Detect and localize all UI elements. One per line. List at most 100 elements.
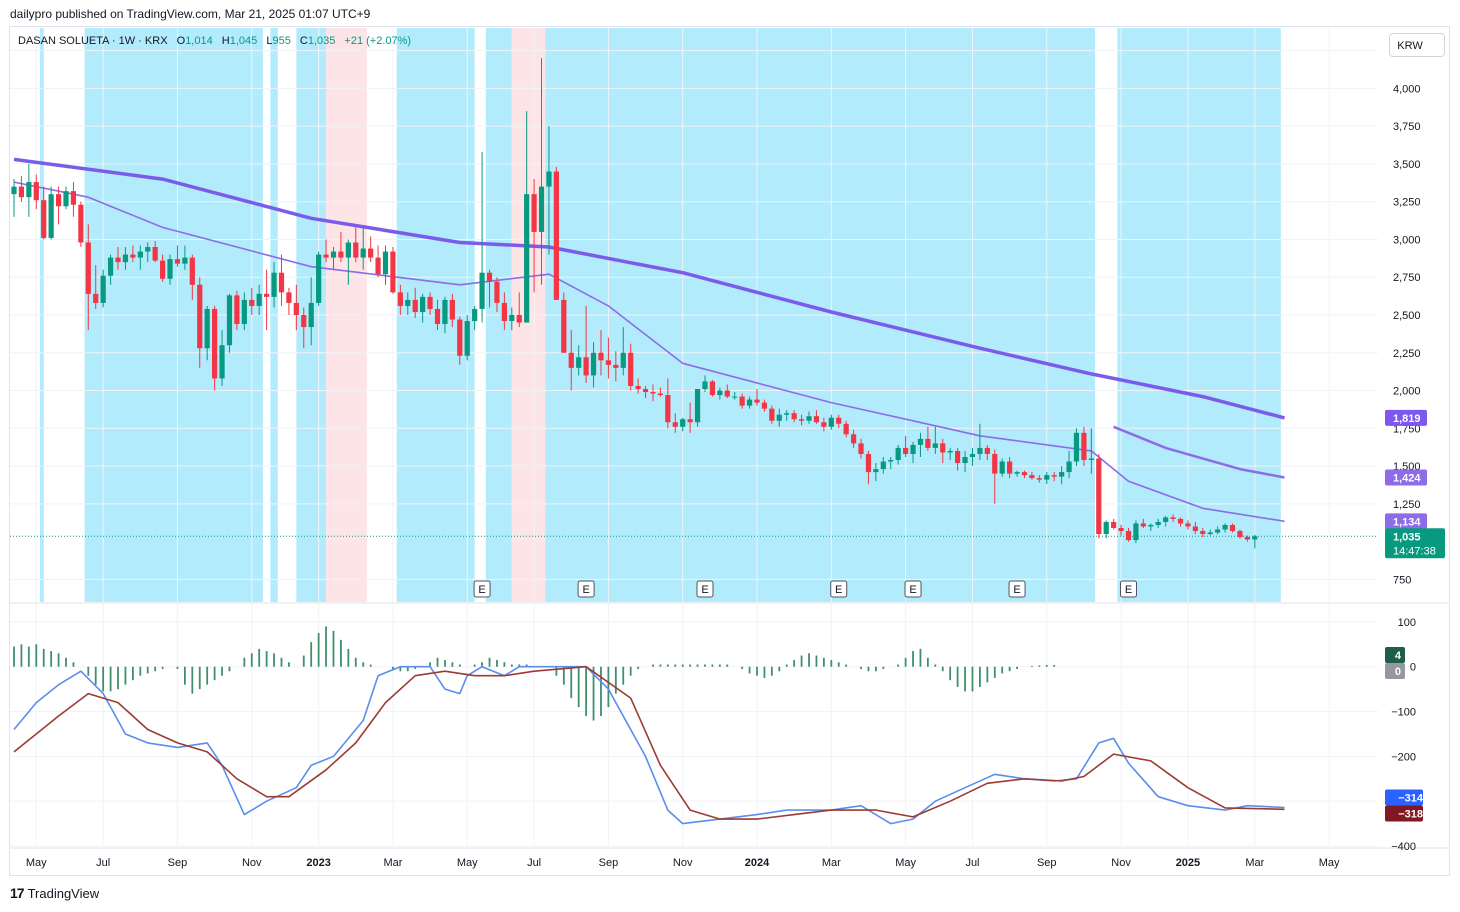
candle-body[interactable]	[442, 299, 448, 325]
candle-body[interactable]	[427, 296, 433, 309]
candle-body[interactable]	[1111, 521, 1117, 528]
candle-body[interactable]	[249, 299, 255, 306]
candle-body[interactable]	[821, 422, 827, 427]
candle-body[interactable]	[152, 247, 158, 261]
candle-body[interactable]	[457, 319, 463, 356]
candle-body[interactable]	[1177, 518, 1184, 524]
candle-body[interactable]	[605, 360, 611, 365]
candle-body[interactable]	[1044, 475, 1050, 480]
earnings-marker[interactable]	[904, 580, 922, 598]
candle-body[interactable]	[1036, 478, 1042, 480]
candle-body[interactable]	[197, 284, 203, 349]
candle-body[interactable]	[48, 194, 54, 238]
candle-body[interactable]	[576, 357, 582, 368]
candle-body[interactable]	[888, 460, 894, 462]
candle-body[interactable]	[754, 399, 760, 403]
candle-body[interactable]	[1140, 523, 1146, 527]
candle-body[interactable]	[538, 186, 545, 232]
candle-body[interactable]	[590, 352, 597, 376]
candle-body[interactable]	[984, 447, 990, 454]
candle-body[interactable]	[1081, 432, 1087, 461]
candle-body[interactable]	[308, 302, 314, 328]
candle-body[interactable]	[1148, 524, 1154, 527]
candle-body[interactable]	[464, 321, 470, 356]
candle-body[interactable]	[1051, 475, 1057, 477]
candle-body[interactable]	[739, 396, 745, 406]
candle-body[interactable]	[553, 171, 559, 300]
candle-body[interactable]	[798, 419, 805, 421]
candle-body[interactable]	[546, 171, 552, 187]
candle-body[interactable]	[501, 302, 507, 322]
candle-body[interactable]	[524, 194, 530, 323]
candle-body[interactable]	[1007, 461, 1013, 474]
candle-body[interactable]	[717, 390, 723, 396]
currency-button[interactable]: KRW	[1389, 33, 1445, 57]
candle-body[interactable]	[932, 443, 938, 448]
candle-body[interactable]	[145, 247, 151, 252]
candle-body[interactable]	[947, 450, 953, 453]
candle-body[interactable]	[509, 315, 515, 322]
candle-body[interactable]	[1096, 458, 1102, 535]
candle-body[interactable]	[219, 345, 225, 379]
candle-body[interactable]	[880, 461, 886, 470]
candle-body[interactable]	[286, 292, 292, 303]
candle-body[interactable]	[405, 299, 411, 306]
candle-body[interactable]	[78, 204, 84, 243]
candle-body[interactable]	[479, 272, 485, 309]
candle-body[interactable]	[628, 352, 634, 386]
candle-body[interactable]	[806, 416, 812, 421]
candle-body[interactable]	[1059, 472, 1065, 477]
candle-body[interactable]	[620, 352, 626, 368]
candle-body[interactable]	[680, 419, 686, 427]
candle-body[interactable]	[278, 272, 285, 293]
candle-body[interactable]	[33, 182, 39, 201]
candle-body[interactable]	[434, 308, 441, 325]
candle-body[interactable]	[732, 396, 738, 398]
candle-body[interactable]	[486, 272, 493, 282]
candle-body[interactable]	[189, 257, 195, 285]
candle-body[interactable]	[955, 450, 961, 464]
candle-body[interactable]	[130, 254, 136, 258]
candle-body[interactable]	[1229, 524, 1236, 532]
candle-body[interactable]	[709, 381, 716, 396]
candle-body[interactable]	[873, 469, 879, 473]
candle-body[interactable]	[241, 299, 247, 325]
candle-body[interactable]	[657, 393, 664, 396]
candle-body[interactable]	[702, 381, 708, 390]
candle-body[interactable]	[910, 444, 916, 454]
candle-body[interactable]	[397, 292, 403, 306]
candle-body[interactable]	[323, 254, 329, 258]
candle-body[interactable]	[903, 447, 909, 454]
candle-body[interactable]	[18, 186, 25, 198]
candle-body[interactable]	[694, 389, 701, 423]
candle-body[interactable]	[1244, 537, 1250, 540]
candle-body[interactable]	[1133, 523, 1139, 541]
candle-body[interactable]	[301, 315, 307, 328]
candle-body[interactable]	[1029, 475, 1035, 479]
candle-body[interactable]	[382, 251, 389, 275]
candle-body[interactable]	[561, 299, 567, 353]
candle-body[interactable]	[353, 242, 359, 258]
candle-body[interactable]	[368, 248, 374, 258]
candle-body[interactable]	[316, 254, 322, 303]
candle-body[interactable]	[360, 248, 366, 258]
candle-body[interactable]	[234, 295, 240, 325]
candle-body[interactable]	[791, 413, 797, 420]
earnings-marker[interactable]	[1120, 580, 1137, 598]
candle-body[interactable]	[1155, 521, 1161, 525]
candle-body[interactable]	[420, 296, 426, 312]
candle-body[interactable]	[1066, 461, 1072, 473]
candle-body[interactable]	[583, 357, 589, 376]
candle-body[interactable]	[999, 461, 1005, 474]
candle-body[interactable]	[1200, 531, 1206, 535]
candle-body[interactable]	[1163, 517, 1169, 522]
candle-body[interactable]	[672, 422, 678, 427]
candle-body[interactable]	[26, 182, 32, 198]
candle-body[interactable]	[865, 453, 872, 473]
candle-body[interactable]	[516, 315, 522, 323]
candle-body[interactable]	[828, 417, 834, 427]
candle-body[interactable]	[390, 251, 396, 293]
candle-body[interactable]	[1021, 472, 1028, 476]
earnings-marker[interactable]	[1008, 580, 1026, 598]
